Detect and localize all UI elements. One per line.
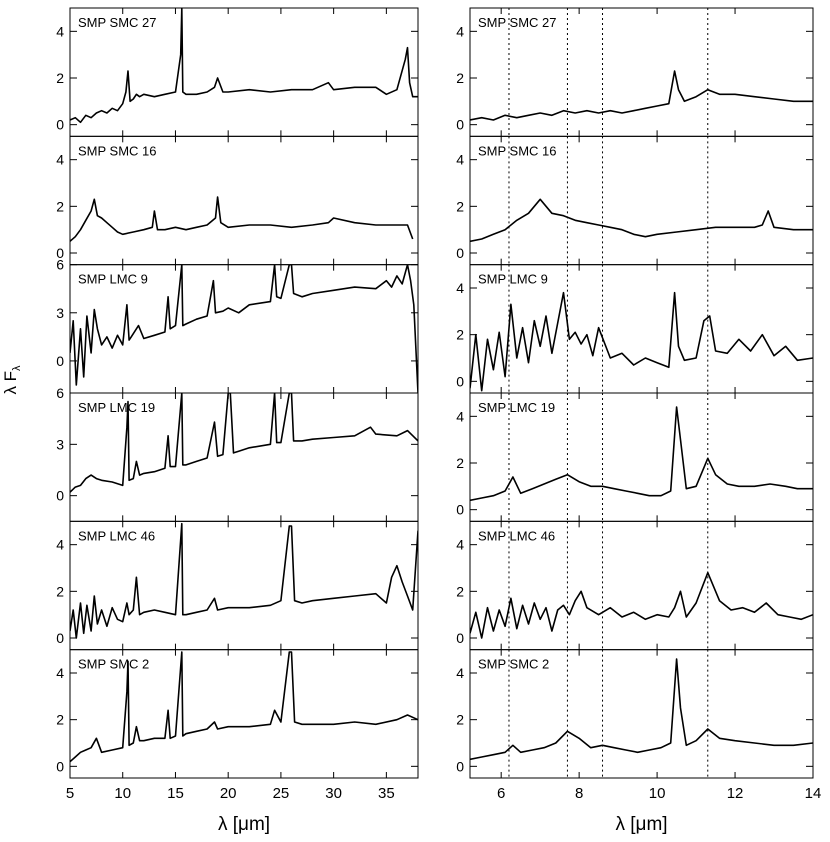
y-tick-label: 4	[456, 23, 464, 39]
x-tick-label: 5	[66, 785, 74, 802]
x-tick-label: 6	[497, 785, 505, 802]
x-tick-label: 14	[805, 785, 822, 802]
spectrum-line	[70, 393, 418, 493]
y-tick-label: 2	[456, 327, 464, 343]
y-tick-label: 4	[56, 23, 64, 39]
y-tick-label: 0	[456, 758, 464, 774]
y-tick-label: 2	[56, 712, 64, 728]
y-tick-label: 2	[56, 583, 64, 599]
spectrum-line	[470, 198, 813, 243]
x-tick-label: 30	[325, 785, 342, 802]
panel-label: SMP LMC 46	[478, 528, 555, 543]
panel: 0 2 4 SMP SMC 27	[56, 7, 419, 137]
y-tick-label: 0	[456, 502, 464, 518]
right-column: 0 2 4 SMP SMC 27 0 2 4 SMP SMC 16 0 2 4 SMP LMC 9 0 2…	[456, 7, 822, 835]
y-tick-label: 2	[56, 198, 64, 214]
y-tick-label: 4	[456, 665, 464, 681]
y-axis-label-text: λ F	[1, 371, 20, 395]
y-tick-label: 0	[56, 758, 64, 774]
spectrum-line	[70, 264, 418, 393]
y-tick-label: 2	[456, 455, 464, 471]
panel-label: SMP LMC 19	[78, 400, 155, 415]
x-tick-label: 35	[378, 785, 395, 802]
y-tick-label: 3	[56, 305, 64, 321]
panel-frame	[69, 649, 419, 779]
y-tick-label: 4	[456, 408, 464, 424]
y-tick-label: 4	[456, 152, 464, 168]
spectrum-line	[470, 291, 813, 392]
panel-label: SMP LMC 19	[478, 400, 555, 415]
panel-label: SMP SMC 16	[478, 143, 557, 158]
x-tick-label: 10	[114, 785, 131, 802]
y-tick-label: 2	[456, 198, 464, 214]
panel-label: SMP LMC 46	[78, 528, 155, 543]
y-tick-label: 4	[56, 665, 64, 681]
svg-text:λ Fλ: λ Fλ	[1, 365, 23, 395]
panel: 0 2 4 SMP SMC 16	[56, 135, 419, 266]
panel-label: SMP LMC 9	[78, 272, 148, 287]
y-tick-label: 0	[456, 245, 464, 261]
y-tick-label: 2	[456, 70, 464, 86]
y-axis-label-subscript: λ	[11, 365, 23, 371]
y-tick-label: 6	[56, 385, 64, 401]
spectrum-line	[470, 406, 813, 502]
x-tick-label: 15	[167, 785, 184, 802]
panel-label: SMP SMC 2	[78, 657, 149, 672]
x-axis-label: λ [μm]	[615, 814, 667, 835]
y-tick-label: 0	[56, 353, 64, 369]
y-tick-label: 6	[56, 257, 64, 273]
panel: 0 2 4 SMP SMC 2	[56, 649, 419, 779]
y-tick-label: 0	[56, 630, 64, 646]
y-tick-label: 4	[456, 537, 464, 553]
x-tick-label: 12	[727, 785, 744, 802]
panel-label: SMP SMC 2	[478, 657, 549, 672]
y-tick-label: 0	[456, 630, 464, 646]
panel: 0 2 4 SMP SMC 16	[456, 135, 814, 266]
y-axis-label: λ Fλ	[1, 365, 23, 395]
panel-frame	[469, 649, 814, 779]
y-tick-label: 2	[456, 583, 464, 599]
panel: 0 2 4 SMP LMC 46	[56, 520, 419, 651]
y-tick-label: 0	[56, 488, 64, 504]
y-tick-label: 4	[56, 152, 64, 168]
y-tick-label: 4	[56, 537, 64, 553]
spectrum-line	[70, 8, 418, 124]
spectrum-line	[70, 651, 418, 763]
y-tick-label: 0	[56, 117, 64, 133]
panel-label: SMP LMC 9	[478, 272, 548, 287]
y-tick-label: 3	[56, 436, 64, 452]
panel: 0 3 6 SMP LMC 9	[56, 257, 419, 394]
panel: 0 2 4 SMP SMC 2	[456, 649, 814, 779]
spectrum-line	[470, 658, 813, 761]
y-tick-label: 0	[456, 373, 464, 389]
x-axis-label: λ [μm]	[218, 814, 270, 835]
y-tick-label: 0	[456, 117, 464, 133]
y-tick-label: 4	[456, 280, 464, 296]
panel-label: SMP SMC 27	[478, 15, 557, 30]
panel: 0 2 4 SMP LMC 46	[456, 520, 814, 651]
spectrum-line	[70, 196, 414, 242]
panel: 0 2 4 SMP SMC 27	[456, 7, 814, 137]
panel: 0 2 4 SMP LMC 19	[456, 392, 814, 522]
spectrum-line	[470, 571, 813, 639]
x-tick-label: 20	[220, 785, 237, 802]
y-tick-label: 2	[456, 712, 464, 728]
spectrum-line	[70, 522, 418, 639]
panel-label: SMP SMC 16	[78, 143, 157, 158]
x-tick-label: 25	[273, 785, 290, 802]
x-tick-label: 8	[575, 785, 583, 802]
spectrum-line	[470, 70, 813, 121]
y-tick-label: 2	[56, 70, 64, 86]
left-column: 0 2 4 SMP SMC 27 0 2 4 SMP SMC 16 0 3 6 SMP LMC 9 0 3…	[56, 7, 419, 835]
panel-label: SMP SMC 27	[78, 15, 157, 30]
x-tick-label: 10	[649, 785, 666, 802]
panel: 0 2 4 SMP LMC 9	[456, 264, 814, 394]
y-tick-label: 0	[56, 245, 64, 261]
panel: 0 3 6 SMP LMC 19	[56, 385, 419, 522]
